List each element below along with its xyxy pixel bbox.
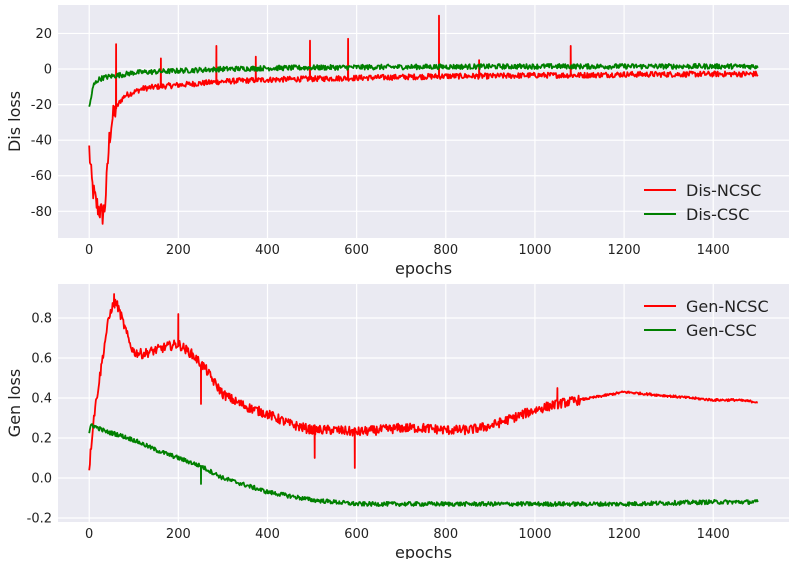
- x-tick-label: 600: [344, 243, 369, 258]
- x-tick-label: 1000: [518, 243, 551, 258]
- y-tick-label: 0.8: [31, 312, 52, 327]
- x-tick-label: 400: [255, 243, 280, 258]
- y-axis-label: Dis loss: [5, 91, 24, 152]
- x-tick-label: 800: [433, 243, 458, 258]
- series-line-dis-csc: [88, 62, 759, 107]
- legend-label: Dis-NCSC: [686, 181, 761, 200]
- x-tick-label: 600: [344, 527, 369, 542]
- y-tick-label: -40: [31, 134, 52, 149]
- legend-label: Gen-CSC: [686, 321, 757, 340]
- y-tick-label: 0: [44, 63, 52, 78]
- series-line-dis-ncsc: [88, 14, 759, 225]
- y-tick-label: 20: [35, 27, 52, 42]
- y-axis-label: Gen loss: [5, 369, 24, 437]
- x-tick-label: 200: [166, 527, 191, 542]
- x-tick-label: 0: [85, 527, 93, 542]
- x-tick-label: 0: [85, 243, 93, 258]
- x-tick-label: 1400: [697, 243, 730, 258]
- series-line-gen-csc: [88, 423, 759, 507]
- x-tick-label: 400: [255, 527, 280, 542]
- y-tick-label: -80: [31, 205, 52, 220]
- x-tick-label: 200: [166, 243, 191, 258]
- y-tick-label: 0.4: [31, 392, 52, 407]
- x-tick-label: 1200: [608, 527, 641, 542]
- gen-loss-panel: 0 200 400 600 800 1000 1200 1400 -0.2 0.0 0.2 0.4 0.…: [5, 284, 789, 562]
- plot-background: [58, 284, 789, 522]
- x-tick-label: 1000: [518, 527, 551, 542]
- x-axis-label: epochs: [395, 259, 452, 278]
- x-tick-label: 1200: [608, 243, 641, 258]
- y-tick-label: 0.0: [31, 472, 52, 487]
- y-tick-label: -60: [31, 169, 52, 184]
- dis-loss-panel: 0 200 400 600 800 1000 1200 1400 -80 -60 -40 -20 0 20…: [5, 5, 789, 278]
- y-tick-label: 0.2: [31, 432, 52, 447]
- x-axis-label: epochs: [395, 543, 452, 559]
- legend-label: Dis-CSC: [686, 205, 749, 224]
- series-line-gen-ncsc: [88, 293, 758, 471]
- y-tick-label: -0.2: [27, 512, 52, 527]
- x-tick-label: 1400: [697, 527, 730, 542]
- y-tick-label: 0.6: [31, 352, 52, 367]
- y-tick-label: -20: [31, 98, 52, 113]
- x-tick-label: 800: [433, 527, 458, 542]
- legend-label: Gen-NCSC: [686, 297, 769, 316]
- plot-background: [58, 5, 789, 238]
